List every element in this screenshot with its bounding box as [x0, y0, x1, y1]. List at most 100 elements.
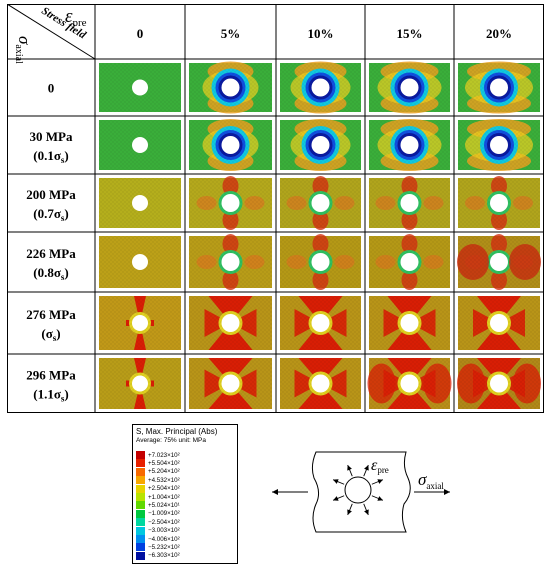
- contour-cell: [458, 296, 540, 350]
- prestrain-arrows: [332, 464, 384, 516]
- hole: [400, 253, 419, 271]
- legend-item: +4.532×10²: [136, 476, 180, 485]
- stress-field-grid: εpre Stress field σaxial 0 5% 10% 15% 20% 0 3…: [7, 4, 544, 413]
- contour-cell: [99, 178, 181, 228]
- hole: [400, 314, 419, 332]
- svg-text:30 MPa: 30 MPa: [30, 129, 73, 144]
- svg-text:200 MPa: 200 MPa: [26, 187, 76, 202]
- legend-swatch: [136, 509, 145, 518]
- hole: [400, 194, 419, 212]
- legend-item: −4.006×10²: [136, 535, 180, 543]
- svg-text:226 MPa: 226 MPa: [26, 246, 76, 261]
- legend-item: +5.204×10²: [136, 467, 180, 476]
- loading-schematic: εpre σaxial: [272, 451, 450, 533]
- contour-cell: [99, 358, 181, 409]
- hole: [311, 253, 330, 271]
- row-header: 0: [48, 81, 55, 96]
- legend-item: −2.504×10²: [136, 518, 180, 527]
- contour-cell: [280, 61, 361, 114]
- contour-cell: [189, 234, 272, 290]
- contour-cell: [457, 358, 541, 409]
- contour-cell: [189, 296, 272, 350]
- header-sigma: σaxial: [13, 36, 34, 64]
- hole: [311, 314, 330, 332]
- hole: [132, 79, 148, 96]
- contour-cell: [189, 176, 272, 230]
- hole: [400, 136, 419, 154]
- legend-item: −1.009×10²: [136, 509, 180, 518]
- left-arrow-head: [272, 489, 278, 495]
- contour-cell: [99, 120, 181, 170]
- legend-swatch: [136, 518, 145, 527]
- hole: [221, 253, 240, 271]
- row-header: 200 MPa (0.7σs): [26, 187, 76, 223]
- contour-cell: [458, 119, 540, 171]
- grid-lines: [7, 4, 544, 413]
- hole: [132, 375, 148, 392]
- contour-cells: [99, 61, 541, 409]
- svg-text:(σs): (σs): [41, 326, 60, 343]
- hole: [132, 315, 148, 331]
- hole: [400, 78, 419, 97]
- column-headers: 0 5% 10% 15% 20%: [137, 26, 512, 41]
- svg-text:276 MPa: 276 MPa: [26, 307, 76, 322]
- hole: [311, 194, 330, 212]
- legend-swatch: [136, 551, 145, 560]
- contour-cell: [99, 296, 181, 350]
- row-header: 226 MPa (0.8σs): [26, 246, 76, 282]
- column-header: 5%: [221, 26, 241, 41]
- hole: [221, 194, 240, 212]
- legend-swatch: [136, 526, 145, 535]
- column-header: 0: [137, 26, 144, 41]
- svg-text:0: 0: [48, 81, 55, 96]
- contour-cell: [369, 234, 450, 290]
- legend-swatch: [136, 459, 145, 468]
- schematic-sigma: σaxial: [418, 470, 444, 491]
- svg-text:(0.8σs): (0.8σs): [33, 265, 69, 282]
- legend-swatch: [136, 467, 145, 476]
- svg-text:(0.7σs): (0.7σs): [33, 206, 69, 223]
- contour-cell: [458, 61, 540, 114]
- legend-subtitle: Average: 75% unit: MPa: [136, 437, 206, 444]
- schematic-hole: [344, 476, 372, 504]
- contour-cell: [280, 358, 361, 409]
- hole: [490, 374, 508, 393]
- hole: [490, 194, 508, 212]
- contour-cell: [189, 358, 272, 409]
- hole: [221, 374, 240, 393]
- contour-cell: [369, 296, 450, 350]
- contour-cell: [369, 61, 450, 114]
- contour-cell: [99, 63, 181, 112]
- hole: [132, 254, 148, 270]
- hole: [311, 374, 330, 393]
- stress-legend: S, Max. Principal (Abs) Average: 75% uni…: [132, 424, 238, 564]
- legend-item: +5.024×10¹: [136, 501, 180, 510]
- contour-cell: [99, 236, 181, 288]
- contour-cell: [369, 119, 450, 171]
- legend-swatch: [136, 476, 145, 485]
- hole: [221, 314, 240, 332]
- legend-swatch: [136, 501, 145, 510]
- svg-text:(1.1σs): (1.1σs): [33, 387, 69, 404]
- contour-cell: [280, 296, 361, 350]
- hole: [490, 314, 508, 332]
- hole: [221, 136, 240, 154]
- column-header: 15%: [397, 26, 423, 41]
- hole: [132, 137, 148, 153]
- legend-item: +5.504×10²: [136, 459, 180, 468]
- contour-cell: [369, 176, 450, 230]
- contour-cell: [189, 119, 272, 171]
- hole: [490, 78, 508, 97]
- header-eps: εpre: [65, 6, 87, 29]
- legend-swatch: [136, 451, 145, 459]
- row-header: 30 MPa (0.1σs): [30, 129, 73, 165]
- contour-cell: [189, 61, 272, 114]
- hole: [221, 78, 240, 97]
- hole: [400, 374, 419, 393]
- contour-cell: [457, 234, 541, 290]
- svg-text:296 MPa: 296 MPa: [26, 368, 76, 383]
- legend-swatch: [136, 543, 145, 552]
- legend-title: S, Max. Principal (Abs): [136, 427, 218, 436]
- legend-swatch: [136, 493, 145, 501]
- schematic-eps: εpre: [371, 457, 389, 475]
